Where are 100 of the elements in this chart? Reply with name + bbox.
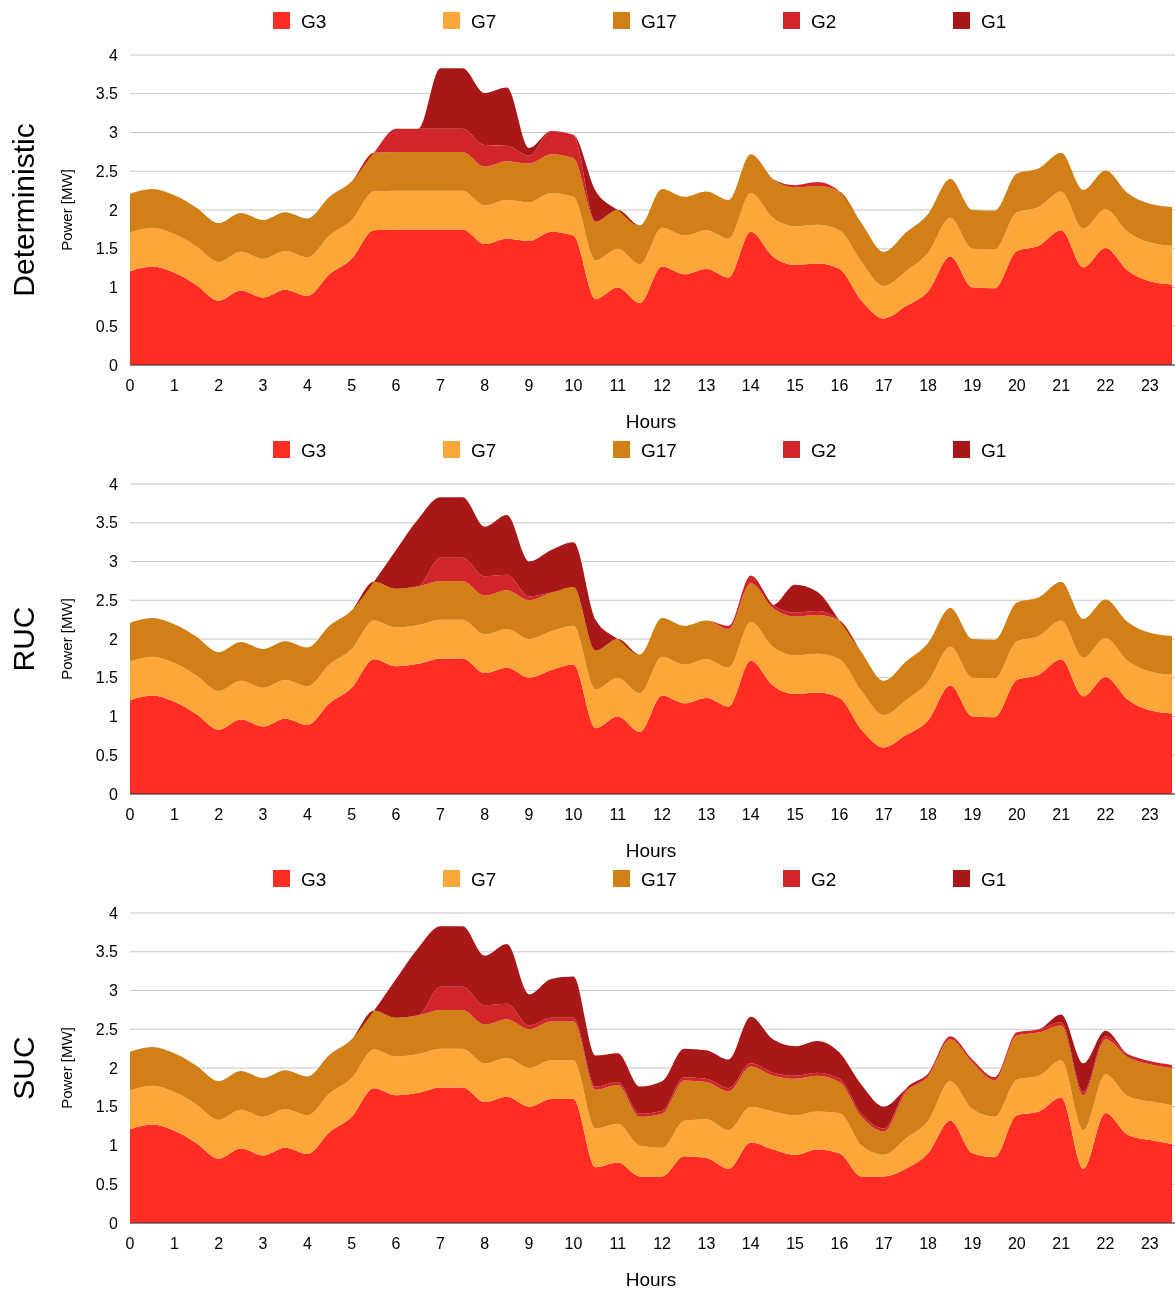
x-tick-label: 3 — [258, 1235, 268, 1252]
x-tick-label: 7 — [435, 377, 445, 394]
x-tick-label: 4 — [302, 377, 312, 394]
x-tick-label: 7 — [435, 1235, 445, 1252]
x-tick-label: 18 — [919, 806, 938, 823]
x-tick-label: 11 — [609, 377, 627, 394]
text: SUC — [7, 1036, 40, 1100]
x-tick-label: 22 — [1096, 806, 1115, 823]
x-tick-label: 5 — [347, 806, 357, 823]
x-tick-label: 9 — [524, 1235, 534, 1252]
y-tick-label: 3 — [109, 982, 119, 1000]
x-tick-label: 14 — [741, 806, 760, 823]
legend-label: G17 — [641, 868, 677, 890]
x-tick-label: 3 — [258, 806, 268, 823]
y-tick-label: 0 — [109, 785, 119, 803]
x-tick-label: 12 — [653, 377, 672, 394]
legend-label: G7 — [471, 868, 497, 890]
x-tick-label: 23 — [1140, 377, 1159, 394]
x-tick-label: 16 — [830, 1235, 849, 1252]
y-axis-title: Power [MW] — [58, 598, 75, 680]
x-tick-label: 20 — [1007, 1235, 1026, 1252]
y-tick-label: 3 — [109, 124, 119, 142]
x-tick-label: 16 — [830, 806, 849, 823]
y-tick-label: 0.5 — [95, 1175, 119, 1193]
y-tick-label: 0.5 — [95, 746, 119, 764]
legend-label: G2 — [811, 868, 837, 890]
x-tick-label: 1 — [169, 806, 179, 823]
x-tick-label: 21 — [1052, 377, 1071, 394]
y-tick-label: 1.5 — [95, 669, 119, 687]
x-tick-label: 6 — [391, 377, 401, 394]
x-tick-label: 17 — [874, 806, 893, 823]
x-tick-label: 13 — [697, 806, 716, 823]
y-tick-label: 2 — [109, 630, 119, 648]
x-tick-label: 8 — [480, 377, 490, 394]
x-tick-label: 8 — [480, 1235, 490, 1252]
legend-label: G1 — [981, 868, 1007, 890]
y-tick-label: 4 — [109, 475, 119, 493]
x-tick-label: 22 — [1096, 377, 1115, 394]
y-tick-label: 2.5 — [95, 162, 119, 180]
x-axis-title: Hours — [625, 411, 677, 432]
legend-label: G7 — [471, 10, 497, 32]
x-tick-label: 21 — [1052, 806, 1071, 823]
y-tick-label: 1 — [109, 1137, 119, 1155]
y-tick-label: 3.5 — [95, 514, 119, 532]
legend-label: G1 — [981, 10, 1007, 32]
y-tick-label: 1.5 — [95, 240, 119, 258]
x-tick-label: 11 — [609, 1235, 627, 1252]
y-tick-label: 3.5 — [95, 943, 119, 961]
x-tick-label: 4 — [302, 1235, 312, 1252]
x-tick-label: 18 — [919, 1235, 938, 1252]
y-tick-label: 2.5 — [95, 591, 119, 609]
y-tick-label: 2.5 — [95, 1020, 119, 1038]
y-tick-label: 3.5 — [95, 85, 119, 103]
legend-label: G3 — [301, 10, 327, 32]
y-tick-label: 0.5 — [95, 317, 119, 335]
x-tick-label: 23 — [1140, 1235, 1159, 1252]
legend-label: G7 — [471, 439, 497, 461]
x-tick-label: 19 — [963, 806, 982, 823]
x-tick-label: 13 — [697, 377, 716, 394]
y-tick-label: 1 — [109, 708, 119, 726]
x-tick-label: 3 — [258, 377, 268, 394]
x-tick-label: 15 — [786, 377, 805, 394]
x-tick-label: 16 — [830, 377, 849, 394]
x-tick-label: 20 — [1007, 377, 1026, 394]
legend-label: G2 — [811, 10, 837, 32]
x-tick-label: 0 — [125, 1235, 135, 1252]
x-tick-label: 1 — [169, 1235, 179, 1252]
x-tick-label: 5 — [347, 377, 357, 394]
text: RUC — [7, 606, 40, 672]
x-tick-label: 20 — [1007, 806, 1026, 823]
legend-label: G3 — [301, 868, 327, 890]
x-axis-title: Hours — [625, 840, 677, 861]
x-tick-label: 10 — [564, 1235, 583, 1252]
legend-label: G3 — [301, 439, 327, 461]
x-tick-label: 1 — [169, 377, 179, 394]
x-tick-label: 2 — [214, 377, 224, 394]
x-tick-label: 15 — [786, 1235, 805, 1252]
x-tick-label: 2 — [214, 806, 224, 823]
y-tick-label: 4 — [109, 904, 119, 922]
x-tick-label: 6 — [391, 806, 401, 823]
y-axis-title: Power [MW] — [58, 1027, 75, 1109]
y-tick-label: 3 — [109, 553, 119, 571]
legend-label: G2 — [811, 439, 837, 461]
x-tick-label: 11 — [609, 806, 627, 823]
x-tick-label: 5 — [347, 1235, 357, 1252]
y-tick-label: 1.5 — [95, 1098, 119, 1116]
legend-label: G17 — [641, 10, 677, 32]
y-tick-label: 0 — [109, 1214, 119, 1232]
x-tick-label: 18 — [919, 377, 938, 394]
x-tick-label: 10 — [564, 806, 583, 823]
x-tick-label: 19 — [963, 377, 982, 394]
x-tick-label: 17 — [874, 377, 893, 394]
x-tick-label: 10 — [564, 377, 583, 394]
x-tick-label: 4 — [302, 806, 312, 823]
x-tick-label: 12 — [653, 806, 672, 823]
x-tick-label: 7 — [435, 806, 445, 823]
x-tick-label: 9 — [524, 377, 534, 394]
legend-label: G17 — [641, 439, 677, 461]
x-tick-label: 2 — [214, 1235, 224, 1252]
x-tick-label: 14 — [741, 1235, 760, 1252]
